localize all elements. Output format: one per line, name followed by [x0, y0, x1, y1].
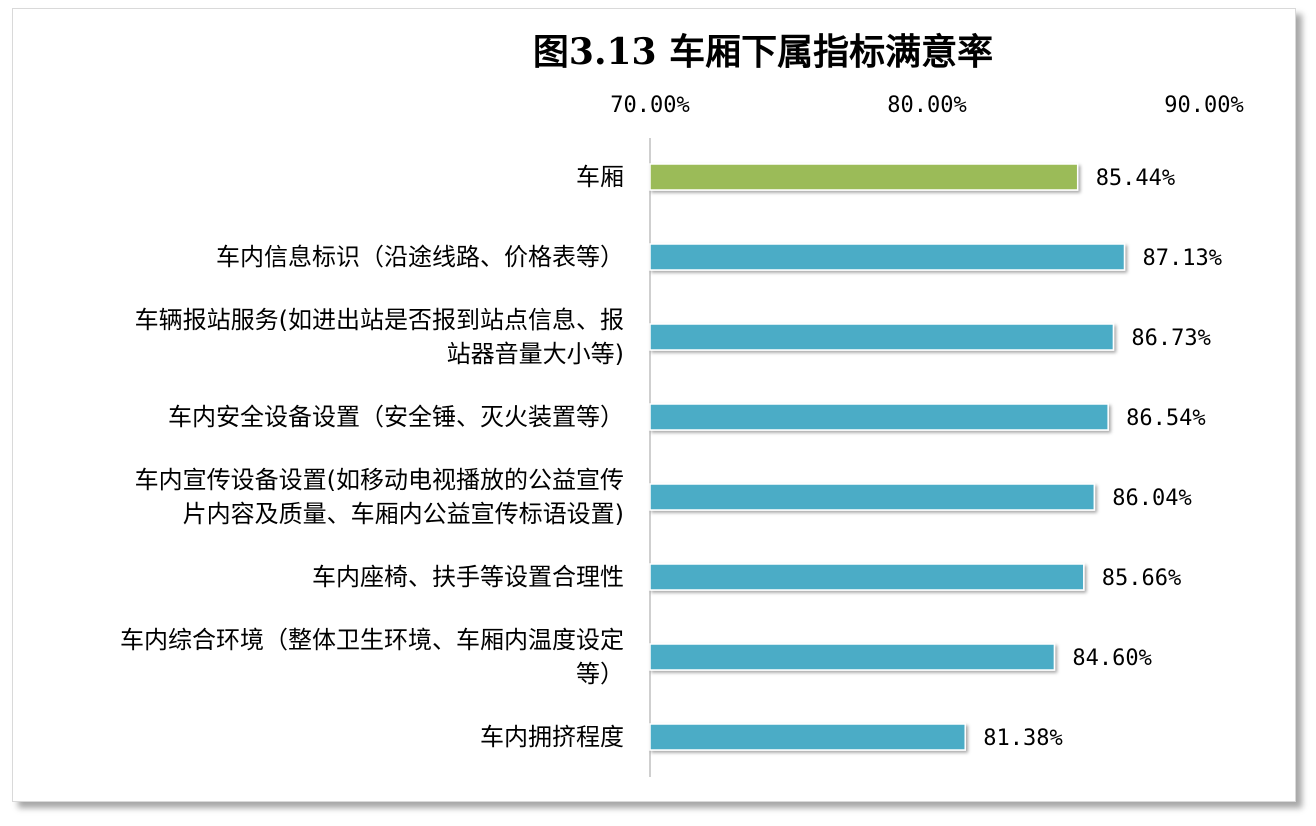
data-labels: 85.44% 87.13% 86.73% 86.54% 86.04% 85.66% 84.6…: [983, 166, 1222, 751]
bar: [649, 243, 1126, 271]
bar: [649, 163, 1079, 191]
data-label: 84.60%: [1072, 646, 1151, 671]
category-label: 车内座椅、扶手等设置合理性: [312, 563, 624, 591]
data-label: 86.73%: [1131, 326, 1210, 351]
data-label: 85.66%: [1102, 566, 1181, 591]
x-axis-ticks: 70.00% 80.00% 90.00%: [610, 93, 1243, 118]
data-label: 81.38%: [983, 726, 1062, 751]
category-label: 车内宣传设备设置(如移动电视播放的公益宣传片内容及质量、车厢内公益宣传标语设置): [135, 466, 624, 528]
x-tick-label: 90.00%: [1164, 93, 1243, 118]
category-label: 车内安全设备设置（安全锤、灭火装置等）: [168, 403, 624, 431]
data-label: 86.04%: [1112, 486, 1191, 511]
data-label: 87.13%: [1143, 246, 1222, 271]
bar: [649, 723, 966, 751]
category-label: 车内拥挤程度: [480, 723, 624, 751]
data-label: 86.54%: [1126, 406, 1205, 431]
bar: [649, 483, 1096, 511]
category-label: 车厢: [576, 163, 624, 191]
data-label: 85.44%: [1096, 166, 1175, 191]
bar: [649, 643, 1056, 671]
category-label: 车辆报站服务(如进出站是否报到站点信息、报站器音量大小等): [135, 306, 624, 368]
category-label: 车内信息标识（沿途线路、价格表等）: [216, 243, 624, 271]
x-tick-label: 70.00%: [610, 93, 689, 118]
category-label: 车内综合环境（整体卫生环境、车厢内温度设定等）: [120, 626, 624, 688]
bar: [649, 563, 1085, 591]
chart-title: 图3.13 车厢下属指标满意率: [533, 31, 993, 73]
bars-group: [649, 163, 1126, 751]
x-tick-label: 80.00%: [887, 93, 966, 118]
bar: [649, 323, 1115, 351]
bar: [649, 403, 1109, 431]
